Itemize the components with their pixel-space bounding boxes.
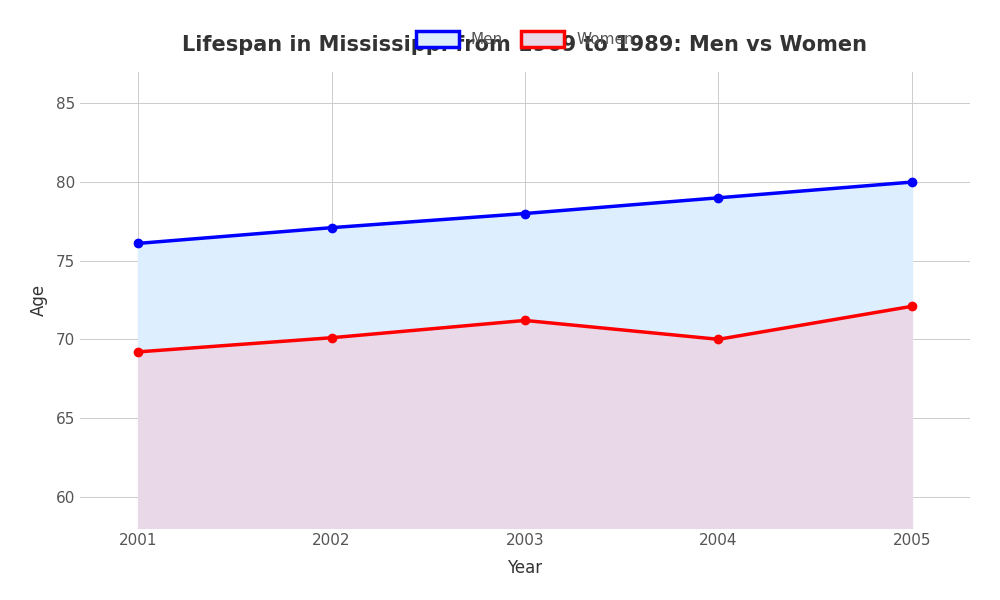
X-axis label: Year: Year: [507, 559, 543, 577]
Legend: Men, Women: Men, Women: [410, 25, 640, 53]
Y-axis label: Age: Age: [29, 284, 47, 316]
Title: Lifespan in Mississippi from 1969 to 1989: Men vs Women: Lifespan in Mississippi from 1969 to 198…: [182, 35, 868, 55]
